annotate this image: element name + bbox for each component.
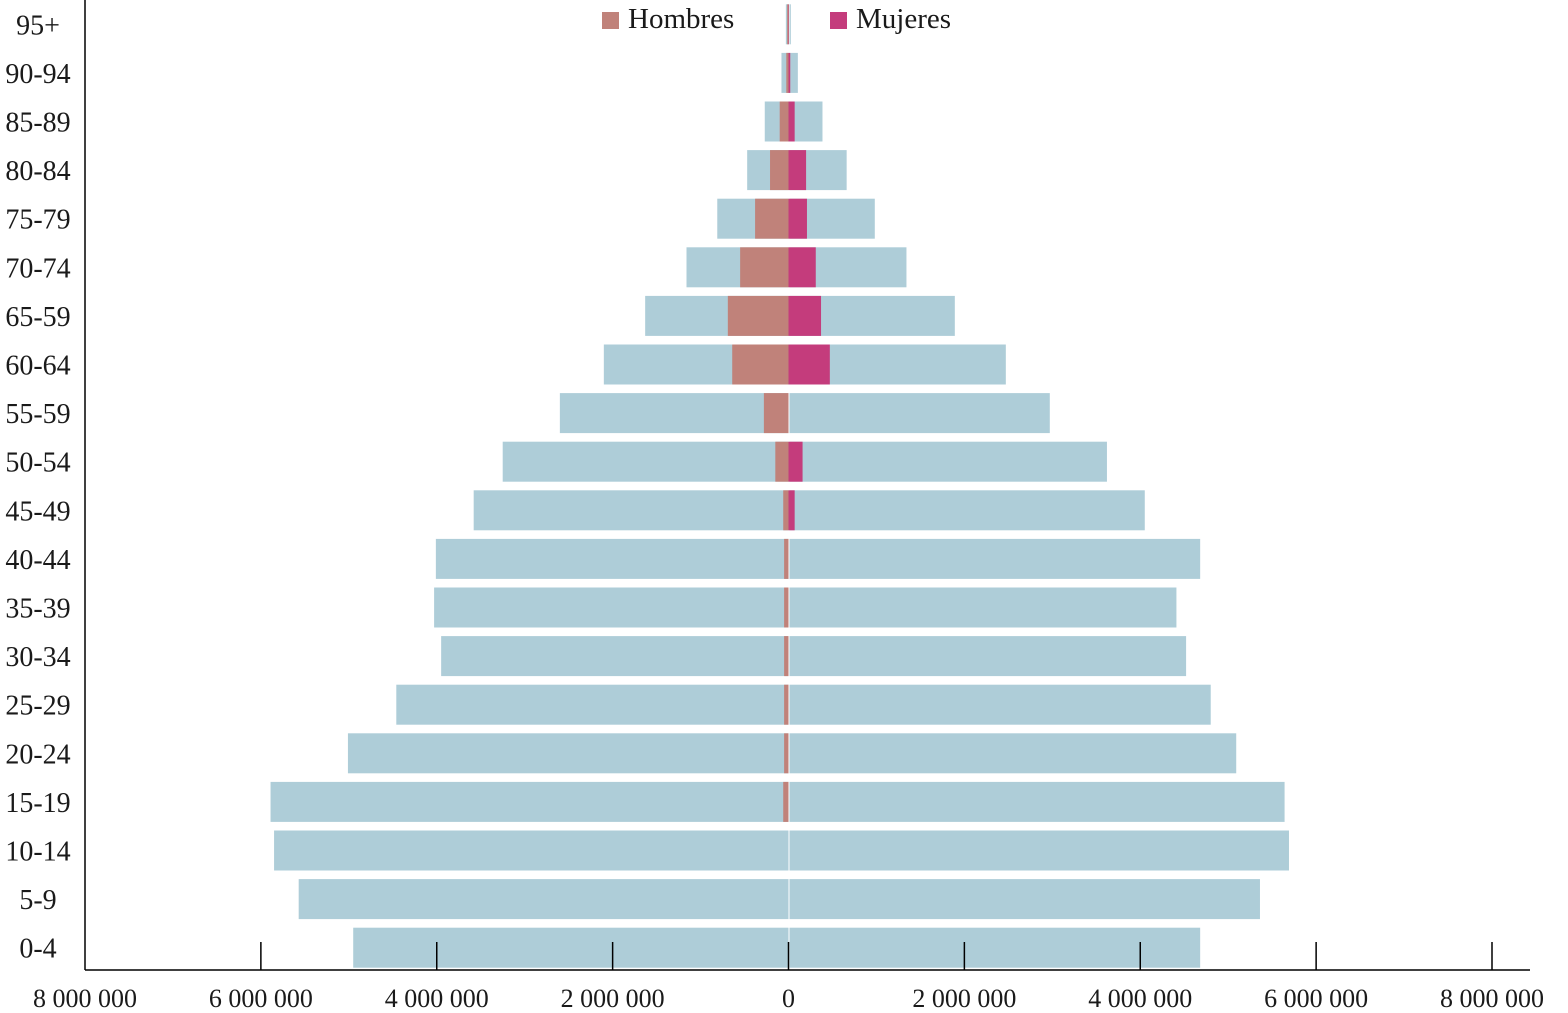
age-label-70-74: 70-74 — [5, 253, 70, 284]
age-label-0-4: 0-4 — [19, 934, 56, 965]
x-tick-label-8: 8 000 000 — [1440, 984, 1544, 1013]
hombres-bar-45-49 — [783, 490, 789, 531]
age-label-10-14: 10-14 — [5, 837, 70, 868]
total-bar-right-30-34 — [789, 636, 1187, 677]
total-bar-right-0-4 — [789, 927, 1201, 968]
mujeres-bar-60-64 — [788, 344, 830, 385]
total-bar-left-0-4 — [353, 927, 789, 968]
x-tick-label-0: 8 000 000 — [33, 984, 137, 1013]
total-bar-right-20-24 — [789, 733, 1237, 774]
hombres-bar-60-64 — [732, 344, 789, 385]
age-label-30-34: 30-34 — [5, 642, 70, 673]
total-bar-left-10-14 — [274, 830, 789, 871]
hombres-bar-70-74 — [740, 247, 789, 288]
age-label-55-59: 55-59 — [5, 399, 70, 430]
hombres-bar-15-19 — [783, 781, 789, 822]
hombres-bar-30-34 — [784, 636, 789, 677]
total-bar-left-40-44 — [435, 538, 789, 579]
mujeres-bar-65-59 — [788, 295, 822, 336]
hombres-bar-90-94 — [786, 52, 789, 93]
hombres-bar-95+ — [787, 4, 789, 45]
x-tick-label-4: 0 — [782, 984, 795, 1013]
age-label-5-9: 5-9 — [19, 885, 56, 916]
total-bar-right-35-39 — [789, 587, 1177, 628]
age-label-90-94: 90-94 — [5, 59, 70, 90]
total-bars-group — [270, 4, 1289, 968]
age-label-80-84: 80-84 — [5, 156, 70, 187]
hombres-bar-85-89 — [779, 101, 789, 142]
x-tick-label-3: 2 000 000 — [561, 984, 665, 1013]
total-bar-right-90-94 — [789, 52, 798, 93]
total-bar-right-10-14 — [789, 830, 1289, 871]
total-bar-left-20-24 — [347, 733, 789, 774]
x-tick-label-2: 4 000 000 — [385, 984, 489, 1013]
legend: Hombres Mujeres — [602, 3, 951, 35]
age-label-35-39: 35-39 — [5, 594, 70, 625]
total-bar-right-45-49 — [789, 490, 1145, 531]
hombres-bar-80-84 — [770, 150, 789, 191]
total-bar-left-90-94 — [781, 52, 789, 93]
age-label-40-44: 40-44 — [5, 545, 70, 576]
hombres-bar-75-79 — [755, 198, 789, 239]
mujeres-bar-70-74 — [788, 247, 816, 288]
hombres-bar-25-29 — [784, 684, 789, 725]
age-label-85-89: 85-89 — [5, 108, 70, 139]
hombres-bar-40-44 — [784, 538, 789, 579]
age-label-45-49: 45-49 — [5, 496, 70, 527]
age-label-75-79: 75-79 — [5, 205, 70, 236]
total-bar-left-55-59 — [559, 393, 789, 434]
total-bar-right-55-59 — [789, 393, 1050, 434]
total-bar-right-15-19 — [789, 781, 1285, 822]
x-tick-label-1: 6 000 000 — [209, 984, 313, 1013]
legend-label-hombres: Hombres — [628, 3, 734, 35]
age-label-60-64: 60-64 — [5, 351, 70, 382]
sex-bars-group — [727, 4, 830, 822]
hombres-bar-35-39 — [784, 587, 789, 628]
age-label-50-54: 50-54 — [5, 448, 70, 479]
mujeres-bar-50-54 — [788, 441, 803, 482]
legend-swatch-mujeres — [830, 12, 847, 29]
hombres-bar-65-59 — [727, 295, 789, 336]
total-bar-left-45-49 — [473, 490, 789, 531]
total-bar-right-95+ — [789, 4, 791, 45]
total-bar-right-25-29 — [789, 684, 1211, 725]
legend-label-mujeres: Mujeres — [856, 3, 951, 35]
x-tick-label-5: 2 000 000 — [912, 984, 1016, 1013]
total-bar-right-5-9 — [789, 879, 1260, 920]
mujeres-bar-85-89 — [788, 101, 795, 142]
x-tick-label-6: 4 000 000 — [1088, 984, 1192, 1013]
total-bar-left-15-19 — [270, 781, 789, 822]
total-bar-left-30-34 — [441, 636, 789, 677]
age-label-15-19: 15-19 — [5, 788, 70, 819]
x-tick-label-7: 6 000 000 — [1264, 984, 1368, 1013]
hombres-bar-50-54 — [775, 441, 789, 482]
mujeres-bar-45-49 — [788, 490, 795, 531]
total-bar-left-25-29 — [396, 684, 789, 725]
total-bar-right-50-54 — [789, 441, 1107, 482]
age-label-65-59: 65-59 — [5, 302, 70, 333]
legend-swatch-hombres — [602, 12, 619, 29]
total-bar-left-35-39 — [434, 587, 789, 628]
total-bar-left-50-54 — [502, 441, 789, 482]
labels-group: 95+ 90-94 85-89 80-84 75-79 70-74 65-59 60-64 55… — [5, 10, 1544, 1013]
axes-group — [84, 0, 1530, 971]
age-label-20-24: 20-24 — [5, 739, 70, 770]
mujeres-bar-90-94 — [788, 52, 791, 93]
total-bar-right-40-44 — [789, 538, 1201, 579]
age-label-25-29: 25-29 — [5, 691, 70, 722]
mujeres-bar-80-84 — [788, 150, 807, 191]
age-label-95+: 95+ — [16, 10, 60, 41]
total-bar-left-5-9 — [298, 879, 789, 920]
hombres-bar-20-24 — [784, 733, 789, 774]
mujeres-bar-75-79 — [788, 198, 807, 239]
hombres-bar-55-59 — [763, 393, 789, 434]
total-bar-right-85-89 — [789, 101, 823, 142]
